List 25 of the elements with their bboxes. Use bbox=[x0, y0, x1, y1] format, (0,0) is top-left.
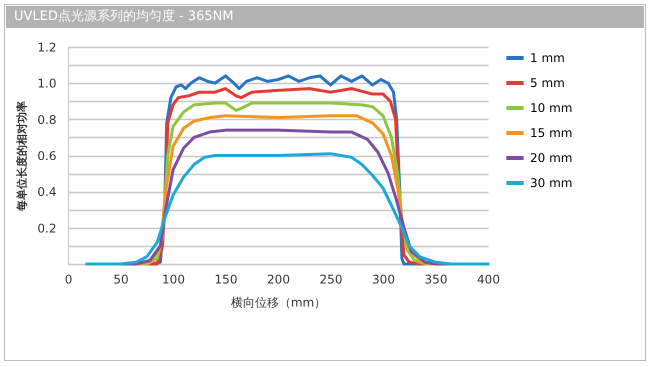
y-tick-label: 0.6 bbox=[37, 149, 56, 163]
y-tick-label: 1.0 bbox=[37, 76, 56, 91]
x-tick-label: 350 bbox=[424, 272, 448, 286]
x-axis-title: 横向位移（mm） bbox=[230, 296, 326, 310]
x-tick-label: 250 bbox=[320, 272, 342, 286]
x-tick-label: 200 bbox=[267, 272, 290, 286]
y-tick-label: 1.2 bbox=[37, 40, 56, 54]
y-tick-label: 0.8 bbox=[37, 112, 56, 127]
x-tick-label: 50 bbox=[113, 272, 129, 286]
legend-label: 1 mm bbox=[530, 51, 565, 65]
y-axis-title: 每单位长度的相对功率 bbox=[15, 101, 28, 212]
legend-label: 15 mm bbox=[530, 126, 572, 140]
line-series bbox=[85, 152, 490, 266]
x-tick-label: 0 bbox=[64, 272, 72, 286]
y-tick-label: 0.4 bbox=[37, 185, 56, 200]
legend-label: 20 mm bbox=[530, 151, 572, 165]
x-tick-label: 150 bbox=[214, 272, 238, 286]
x-tick-label: 300 bbox=[372, 272, 395, 286]
chart-title: UVLED点光源系列的均匀度 - 365NM bbox=[6, 6, 644, 28]
y-tick-label: 0.2 bbox=[37, 221, 56, 236]
legend-label: 5 mm bbox=[530, 76, 565, 90]
legend-label: 30 mm bbox=[530, 176, 572, 190]
legend-label: 10 mm bbox=[530, 101, 572, 115]
x-tick-label: 100 bbox=[162, 272, 185, 286]
x-tick-label: 400 bbox=[477, 272, 500, 286]
